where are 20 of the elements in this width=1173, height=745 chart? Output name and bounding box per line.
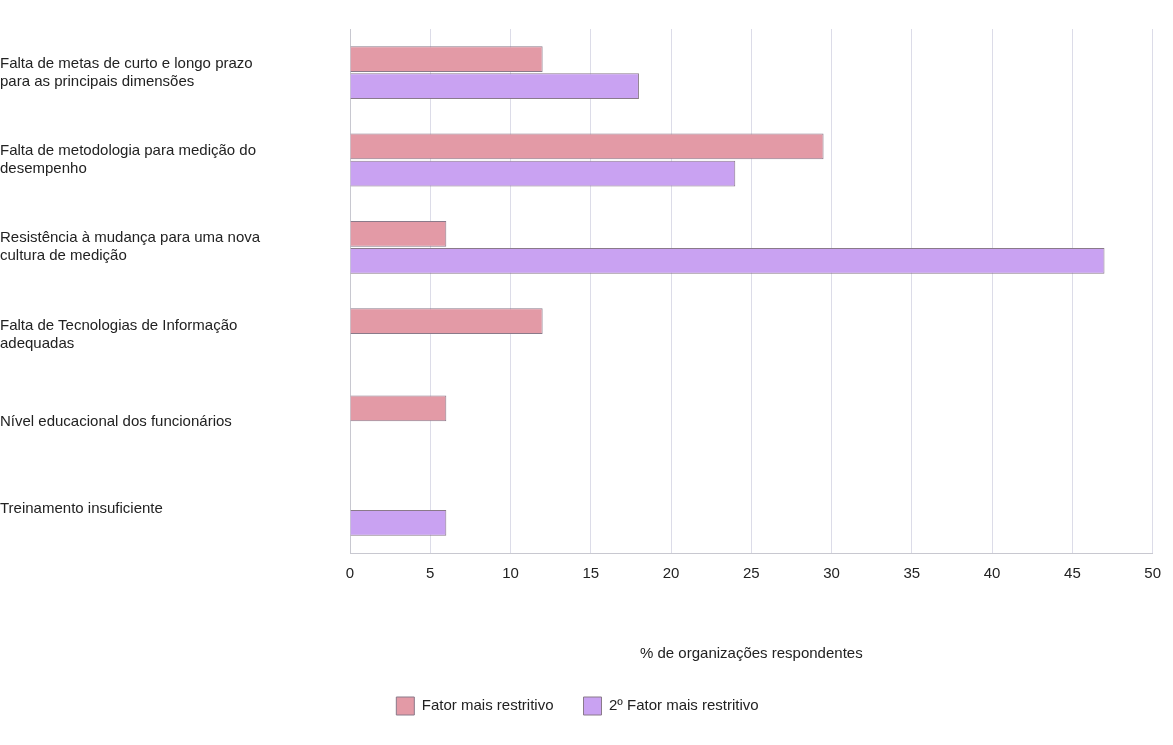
y-tick-label: Treinamento insuficiente	[0, 499, 163, 517]
y-tick-label: Resistência à mudança para uma nova cultura de medição	[0, 228, 261, 264]
legend-label: Fator mais restritivo	[421, 696, 554, 714]
y-tick-label: Nível educacional dos funcionários	[0, 412, 232, 430]
x-tick-label: 15	[582, 564, 600, 582]
x-tick-label: 0	[345, 564, 355, 582]
y-tick-label: Falta de metas de curto e longo prazo para as principais dimensões	[0, 53, 253, 89]
x-tick-label: 40	[983, 564, 1001, 582]
legend-label: 2º Fator mais restritivo	[609, 696, 759, 714]
x-tick-label: 35	[903, 564, 921, 582]
x-tick-label: 10	[502, 564, 519, 582]
y-tick-label: Falta de metodologia para medição do desempenho	[0, 141, 256, 177]
y-tick-label: Falta de Tecnologias de Informação adequadas	[0, 315, 238, 351]
x-tick-label: 25	[742, 564, 760, 582]
x-tick-label: 45	[1064, 564, 1081, 582]
x-axis-title: % de organizações respondentes	[640, 644, 863, 662]
x-tick-label: 50	[1144, 564, 1161, 582]
x-tick-label: 30	[823, 564, 840, 582]
x-tick-label: 5	[426, 564, 435, 582]
x-tick-label: 20	[662, 564, 680, 582]
